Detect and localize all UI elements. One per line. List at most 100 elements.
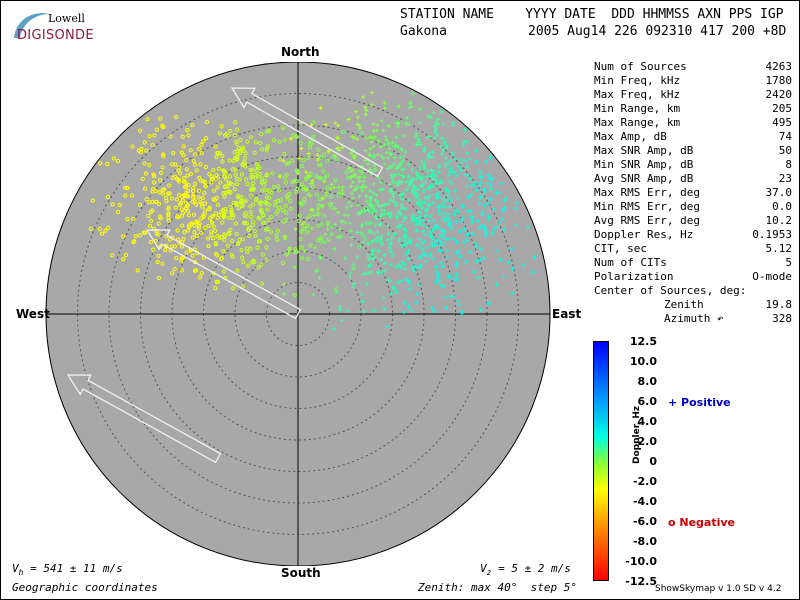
negative-point (185, 173, 190, 178)
negative-point (121, 234, 126, 239)
negative-point (354, 185, 360, 190)
negative-point (188, 171, 194, 176)
positive-point (342, 255, 347, 260)
negative-point (254, 168, 259, 174)
negative-point (216, 166, 222, 171)
positive-point (426, 153, 431, 158)
positive-point (396, 121, 401, 126)
positive-point (448, 220, 453, 225)
positive-point (474, 259, 479, 264)
negative-point (238, 137, 243, 143)
negative-point (311, 134, 316, 139)
positive-point (394, 143, 399, 148)
positive-point (454, 277, 459, 282)
positive-point (282, 282, 287, 287)
negative-point (151, 180, 157, 185)
positive-point (480, 210, 485, 215)
header-line1: STATION NAME YYYY DATE DDD HHMMSS AXN PP… (400, 7, 784, 22)
negative-point (147, 134, 152, 139)
negative-point (213, 176, 218, 181)
stat-label: Max Amp, dB (594, 130, 667, 143)
positive-point (417, 198, 422, 203)
positive-point (488, 176, 493, 181)
positive-point (332, 327, 337, 332)
negative-point (250, 167, 255, 172)
positive-point (372, 163, 377, 168)
positive-point (452, 189, 457, 194)
negative-point (371, 204, 376, 210)
positive-point (373, 198, 378, 203)
negative-point (220, 153, 225, 159)
colorbar-tick: 8.0 (637, 375, 658, 388)
positive-point (421, 189, 426, 194)
positive-point (445, 255, 450, 260)
negative-point (306, 155, 311, 161)
negative-point (142, 186, 148, 191)
negative-point (193, 202, 199, 207)
negative-point (260, 147, 265, 152)
positive-point (427, 203, 432, 208)
negative-point (190, 199, 195, 204)
positive-point (475, 219, 480, 224)
negative-point (304, 187, 309, 192)
negative-point (228, 204, 233, 210)
negative-point (310, 181, 315, 187)
positive-point (329, 182, 334, 187)
positive-point (281, 158, 286, 163)
positive-point (379, 242, 384, 247)
positive-point (374, 216, 379, 221)
positive-point (497, 220, 502, 225)
positive-point (370, 239, 375, 244)
positive-point (442, 229, 447, 234)
positive-point (361, 95, 366, 100)
positive-point (416, 137, 421, 142)
positive-point (301, 220, 306, 225)
negative-point (180, 223, 185, 228)
positive-point (368, 263, 373, 268)
positive-point (373, 167, 378, 172)
positive-point (400, 243, 405, 248)
negative-point (270, 171, 275, 176)
negative-point (294, 179, 299, 184)
negative-point (243, 177, 249, 182)
version-label: ShowSkymap v 1.0 SD v 4.2 (655, 584, 782, 594)
positive-point (434, 224, 439, 229)
negative-point (217, 131, 222, 136)
negative-point (368, 270, 373, 275)
positive-point (510, 247, 515, 252)
negative-point (368, 229, 373, 234)
negative-point (143, 171, 149, 176)
zenith-row: Zenith 19.8 (594, 298, 792, 312)
negative-point (110, 253, 115, 258)
positive-point (513, 206, 518, 211)
positive-point (381, 296, 386, 301)
negative-point (299, 245, 304, 250)
colorbar-tick: -6.0 (632, 515, 657, 528)
positive-point (358, 175, 363, 180)
positive-point (447, 217, 452, 222)
colorbar-tick: 4.0 (637, 415, 658, 428)
negative-point (147, 163, 152, 168)
negative-point (182, 229, 187, 235)
positive-point (355, 137, 360, 142)
positive-point (479, 224, 484, 229)
negative-point (173, 162, 178, 167)
negative-point (196, 195, 201, 200)
stat-label: Min RMS Err, deg (594, 200, 700, 213)
negative-point (264, 195, 269, 200)
positive-point (406, 174, 411, 179)
negative-point (247, 233, 252, 238)
positive-point (383, 106, 388, 111)
positive-point (340, 184, 345, 189)
positive-point (375, 199, 380, 204)
negative-point (255, 174, 260, 179)
negative-point (306, 192, 312, 197)
positive-point (318, 255, 323, 260)
negative-point (115, 159, 121, 164)
negative-point (233, 172, 238, 177)
positive-point (351, 196, 356, 201)
positive-point (417, 282, 422, 287)
negative-point (235, 151, 240, 156)
negative-point (282, 137, 287, 143)
negative-point (199, 151, 204, 156)
